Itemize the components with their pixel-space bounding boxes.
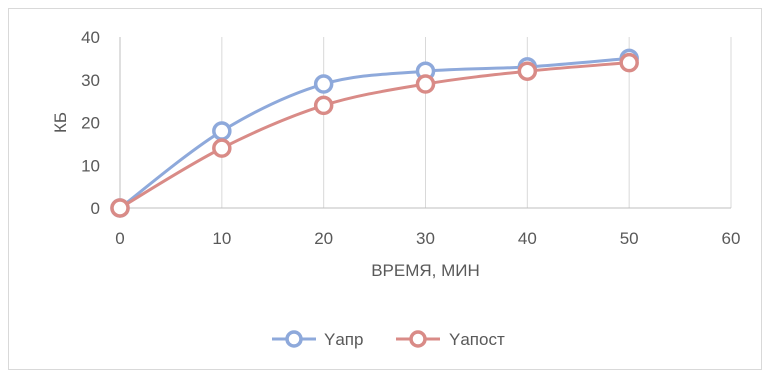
series-line — [118, 61, 631, 210]
data-point — [415, 74, 436, 94]
tick-labels: 0 10 20 30 40 50 60 0 10 20 30 40 — [81, 28, 740, 248]
y-tick-label: 20 — [81, 114, 100, 133]
legend-marker — [409, 330, 427, 348]
x-tick-label: 40 — [518, 229, 537, 248]
series-layer — [110, 48, 639, 218]
data-point — [110, 198, 130, 218]
legend-marker — [285, 330, 303, 348]
y-tick-label: 30 — [81, 71, 100, 90]
data-point — [212, 121, 232, 141]
data-point — [517, 61, 538, 81]
data-point — [619, 52, 639, 73]
x-tick-label: 60 — [722, 229, 741, 248]
series-2 — [110, 52, 639, 218]
x-tick-label: 20 — [314, 229, 333, 248]
y-tick-label: 0 — [91, 199, 100, 218]
y-tick-label: 40 — [81, 28, 100, 47]
legend-label: Yапр — [324, 330, 363, 349]
x-axis-title: ВРЕМЯ, МИН — [371, 261, 480, 280]
x-tick-label: 50 — [620, 229, 639, 248]
axes — [119, 37, 731, 209]
legend: Yапр Yапост — [272, 330, 505, 349]
gridlines — [221, 37, 732, 208]
data-point — [313, 95, 334, 116]
y-tick-label: 10 — [81, 156, 100, 175]
x-tick-label: 30 — [416, 229, 435, 248]
legend-label: Yапост — [449, 330, 505, 349]
y-axis-title: КБ — [51, 112, 70, 133]
x-tick-label: 0 — [115, 229, 124, 248]
x-tick-label: 10 — [212, 229, 231, 248]
data-point — [313, 74, 334, 94]
series-line — [118, 56, 631, 210]
series-1 — [110, 48, 639, 218]
legend-entry: Yапост — [396, 330, 505, 349]
legend-entry: Yапр — [272, 330, 363, 349]
data-point — [212, 138, 232, 158]
